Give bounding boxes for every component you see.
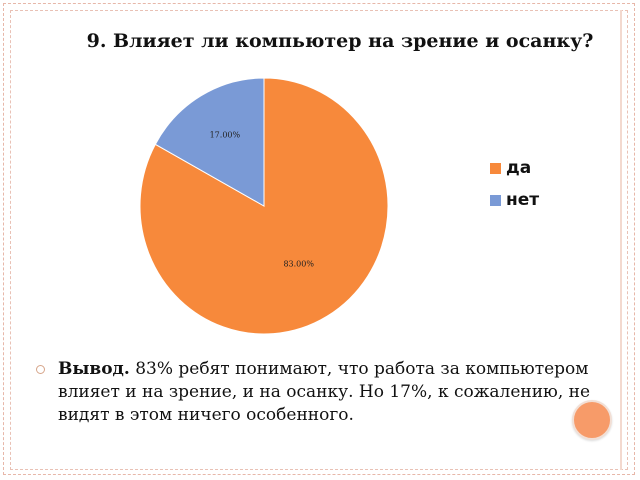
conclusion-lead: Вывод. — [58, 359, 130, 379]
slide-frame-outer — [3, 3, 635, 475]
legend-item-yes: да — [490, 152, 539, 184]
data-label-yes: 83.00% — [283, 260, 314, 269]
pie-slice-no — [154, 77, 265, 207]
legend-swatch-yes — [490, 162, 501, 174]
data-label-no: 17.00% — [210, 131, 241, 140]
legend-swatch-no — [490, 194, 501, 206]
decorative-circle-icon — [572, 400, 612, 440]
legend-item-no: нет — [490, 184, 539, 216]
legend-label-yes: да — [506, 158, 532, 178]
chart-legend: да нет — [490, 152, 539, 216]
slide-right-rule — [620, 10, 622, 470]
bullet-icon — [36, 365, 45, 374]
conclusion-body: 83% ребят понимают, что работа за компью… — [58, 359, 591, 425]
legend-label-no: нет — [506, 190, 540, 210]
chart-title: 9. Влияет ли компьютер на зрение и осанк… — [86, 30, 594, 52]
slide-frame-inner — [10, 10, 628, 470]
conclusion-text: Вывод. 83% ребят понимают, что работа за… — [58, 358, 613, 427]
